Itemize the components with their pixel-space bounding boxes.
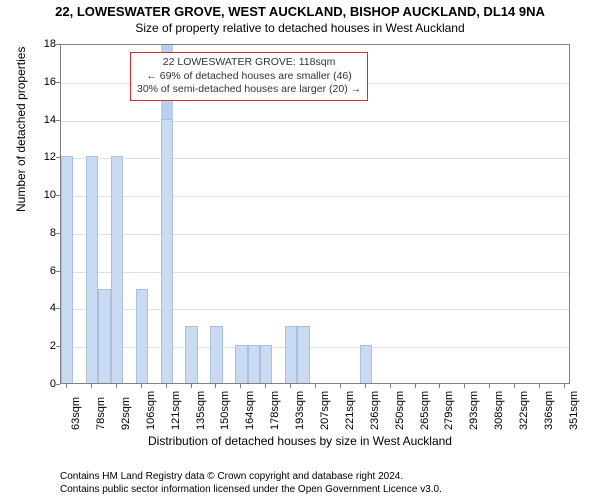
x-tick [464, 384, 465, 388]
x-tick [415, 384, 416, 388]
x-tick-label: 178sqm [269, 391, 281, 430]
y-tick [56, 195, 60, 196]
x-tick [166, 384, 167, 388]
histogram-bar [248, 345, 260, 383]
histogram-bar [86, 156, 98, 383]
annotation-callout: 22 LOWESWATER GROVE: 118sqm← 69% of deta… [130, 52, 368, 101]
chart-title: 22, LOWESWATER GROVE, WEST AUCKLAND, BIS… [0, 0, 600, 19]
histogram-bar [297, 326, 309, 383]
x-tick-label: 135sqm [195, 391, 207, 430]
footer-attribution: Contains HM Land Registry data © Crown c… [60, 470, 442, 496]
annotation-line: 22 LOWESWATER GROVE: 118sqm [137, 56, 361, 70]
x-tick [539, 384, 540, 388]
histogram-bar [285, 326, 297, 383]
y-tick-label: 12 [44, 151, 56, 163]
x-tick-label: 106sqm [145, 391, 157, 430]
x-tick-label: 63sqm [70, 397, 82, 430]
annotation-line: 30% of semi-detached houses are larger (… [137, 83, 361, 97]
histogram-bar [161, 119, 173, 383]
x-tick [290, 384, 291, 388]
x-tick-label: 164sqm [244, 391, 256, 430]
histogram-bar [260, 345, 272, 383]
y-axis-label: Number of detached properties [14, 47, 28, 212]
gridline [61, 158, 569, 159]
x-tick [315, 384, 316, 388]
x-tick-label: 265sqm [419, 391, 431, 430]
gridline [61, 121, 569, 122]
x-tick-label: 193sqm [294, 391, 306, 430]
gridline [61, 234, 569, 235]
y-tick [56, 346, 60, 347]
y-tick-label: 16 [44, 76, 56, 88]
x-tick-label: 121sqm [170, 391, 182, 430]
y-tick [56, 271, 60, 272]
x-tick-label: 221sqm [344, 391, 356, 430]
x-tick-label: 322sqm [518, 391, 530, 430]
x-tick [240, 384, 241, 388]
histogram-bar [136, 289, 148, 383]
x-tick [365, 384, 366, 388]
footer-line1: Contains HM Land Registry data © Crown c… [60, 470, 442, 483]
y-tick [56, 308, 60, 309]
histogram-bar [111, 156, 123, 383]
y-tick [56, 157, 60, 158]
x-tick-label: 279sqm [443, 391, 455, 430]
x-tick [116, 384, 117, 388]
x-tick-label: 236sqm [369, 391, 381, 430]
chart-subtitle: Size of property relative to detached ho… [0, 19, 600, 35]
annotation-line: ← 69% of detached houses are smaller (46… [137, 70, 361, 84]
x-tick-label: 150sqm [219, 391, 231, 430]
x-tick-label: 293sqm [468, 391, 480, 430]
x-tick [66, 384, 67, 388]
y-tick [56, 384, 60, 385]
histogram-bar [235, 345, 247, 383]
x-tick [141, 384, 142, 388]
x-tick [215, 384, 216, 388]
x-tick [191, 384, 192, 388]
x-tick [489, 384, 490, 388]
y-tick [56, 82, 60, 83]
x-tick [91, 384, 92, 388]
x-tick [265, 384, 266, 388]
x-tick [390, 384, 391, 388]
histogram-bar [185, 326, 197, 383]
gridline [61, 196, 569, 197]
y-tick [56, 120, 60, 121]
x-tick-label: 92sqm [120, 397, 132, 430]
y-tick [56, 44, 60, 45]
x-tick-label: 308sqm [493, 391, 505, 430]
y-tick-label: 10 [44, 189, 56, 201]
x-tick-label: 250sqm [394, 391, 406, 430]
histogram-bar [98, 289, 110, 383]
x-tick [439, 384, 440, 388]
footer-line2: Contains public sector information licen… [60, 483, 442, 496]
x-tick-label: 336sqm [543, 391, 555, 430]
x-tick [564, 384, 565, 388]
histogram-bar [210, 326, 222, 383]
x-tick-label: 207sqm [319, 391, 331, 430]
histogram-bar [360, 345, 372, 383]
histogram-bar [61, 156, 73, 383]
y-tick-label: 18 [44, 38, 56, 50]
y-tick [56, 233, 60, 234]
x-axis-label: Distribution of detached houses by size … [0, 434, 600, 448]
gridline [61, 272, 569, 273]
x-tick-label: 351sqm [568, 391, 580, 430]
x-tick [514, 384, 515, 388]
x-tick-label: 78sqm [95, 397, 107, 430]
y-tick-label: 14 [44, 114, 56, 126]
x-tick [340, 384, 341, 388]
